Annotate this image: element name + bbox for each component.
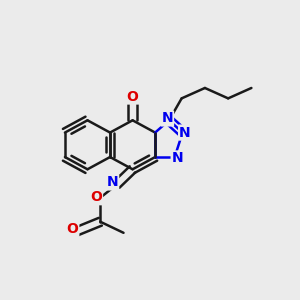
- Text: O: O: [90, 190, 102, 204]
- Text: N: N: [161, 112, 173, 125]
- Text: N: N: [179, 126, 191, 140]
- Text: O: O: [66, 222, 78, 236]
- Text: O: O: [127, 89, 139, 103]
- Text: N: N: [172, 152, 183, 165]
- Text: N: N: [106, 176, 118, 190]
